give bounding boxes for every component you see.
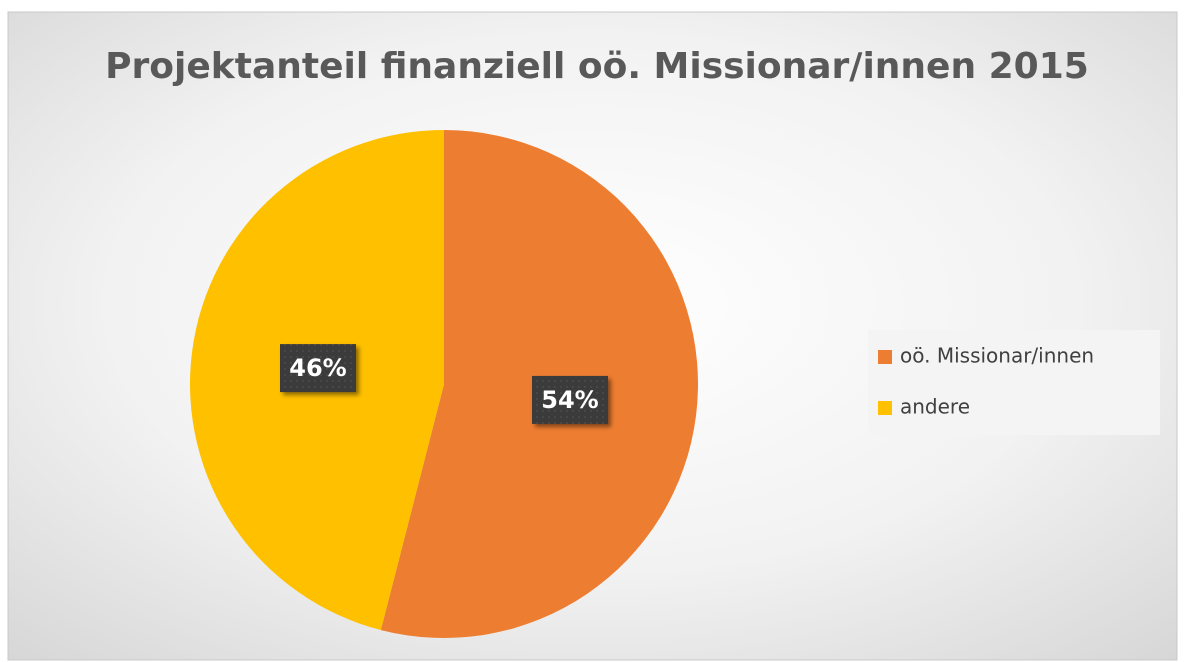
data-label-box <box>280 344 357 393</box>
legend-label: oö. Missionar/innen <box>900 344 1094 368</box>
legend-swatch <box>878 401 892 415</box>
legend <box>868 330 1160 435</box>
legend-swatch <box>878 350 892 364</box>
data-label: 54% <box>541 386 598 414</box>
legend-label: andere <box>900 395 970 419</box>
data-label-box <box>531 375 608 424</box>
data-label: 46% <box>289 354 346 382</box>
chart-title: Projektanteil finanziell oö. Missionar/i… <box>105 46 1089 87</box>
